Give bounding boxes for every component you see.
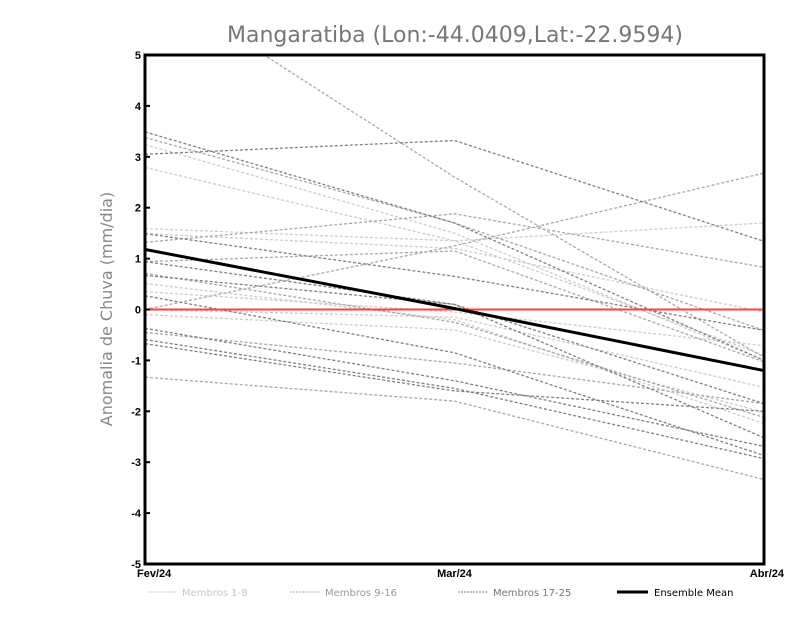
y-tick-label: 3 — [135, 152, 141, 164]
x-tick-label: Abr/24 — [750, 568, 785, 580]
x-tick-label: Mar/24 — [437, 568, 473, 580]
legend: Membros 1-8 Membros 9-16 Membros 17-25 Ense… — [147, 588, 733, 599]
member-line-g1-5 — [145, 233, 764, 313]
y-tick-label: 5 — [135, 50, 141, 62]
x-axis: Fev/24 Mar/24 Abr/24 — [137, 568, 785, 580]
ensemble-mean-line — [145, 247, 764, 373]
y-tick-label: 4 — [135, 101, 142, 113]
member-line-g3-4 — [145, 274, 764, 439]
member-line-g2-5 — [145, 272, 764, 419]
y-axis-label: Anomalia de Chuva (mm/dia) — [97, 192, 116, 426]
member-line-g3-6 — [145, 327, 764, 448]
member-line-g1-2 — [145, 222, 764, 242]
chart-title: Mangaratiba (Lon:-44.0409,Lat:-22.9594) — [227, 23, 683, 48]
y-tick-label: -4 — [131, 508, 142, 520]
member-line-g1-3 — [145, 291, 764, 347]
member-line-g1-4 — [145, 308, 764, 389]
y-tick-label: 2 — [135, 203, 141, 215]
y-tick-label: 1 — [135, 254, 141, 266]
member-line-g1-7 — [145, 282, 764, 425]
x-tick-label: Fev/24 — [137, 568, 172, 580]
y-axis: -5 -4 -3 -2 -1 0 1 2 3 4 5 — [131, 50, 150, 571]
y-tick-label: -5 — [131, 559, 141, 571]
member-line-g3-5 — [145, 295, 764, 457]
legend-label: Ensemble Mean — [654, 588, 733, 599]
y-tick-label: -2 — [131, 406, 141, 418]
member-line-g1-6 — [145, 143, 764, 362]
member-line-g3-2 — [145, 131, 764, 361]
legend-label: Membros 9-16 — [325, 588, 397, 599]
member-line-g3-1 — [145, 139, 764, 242]
y-tick-label: 0 — [135, 305, 141, 317]
member-line-g3-7 — [145, 338, 764, 460]
member-line-g3-3 — [145, 233, 764, 332]
legend-label: Membros 17-25 — [493, 588, 571, 599]
plot-lines — [145, 55, 764, 481]
y-tick-label: -3 — [131, 457, 141, 469]
member-line-g2-8 — [145, 172, 764, 311]
member-line-g2-3 — [145, 213, 764, 268]
y-tick-label: -1 — [131, 355, 141, 367]
member-line-g2-2 — [145, 136, 764, 331]
member-line-g2-1 — [262, 55, 764, 358]
member-line-g2-7 — [145, 376, 764, 481]
member-line-g2-6 — [145, 331, 764, 405]
legend-label: Membros 1-8 — [182, 588, 248, 599]
member-line-g3-9 — [145, 261, 764, 405]
member-line-g1-1 — [145, 166, 764, 356]
